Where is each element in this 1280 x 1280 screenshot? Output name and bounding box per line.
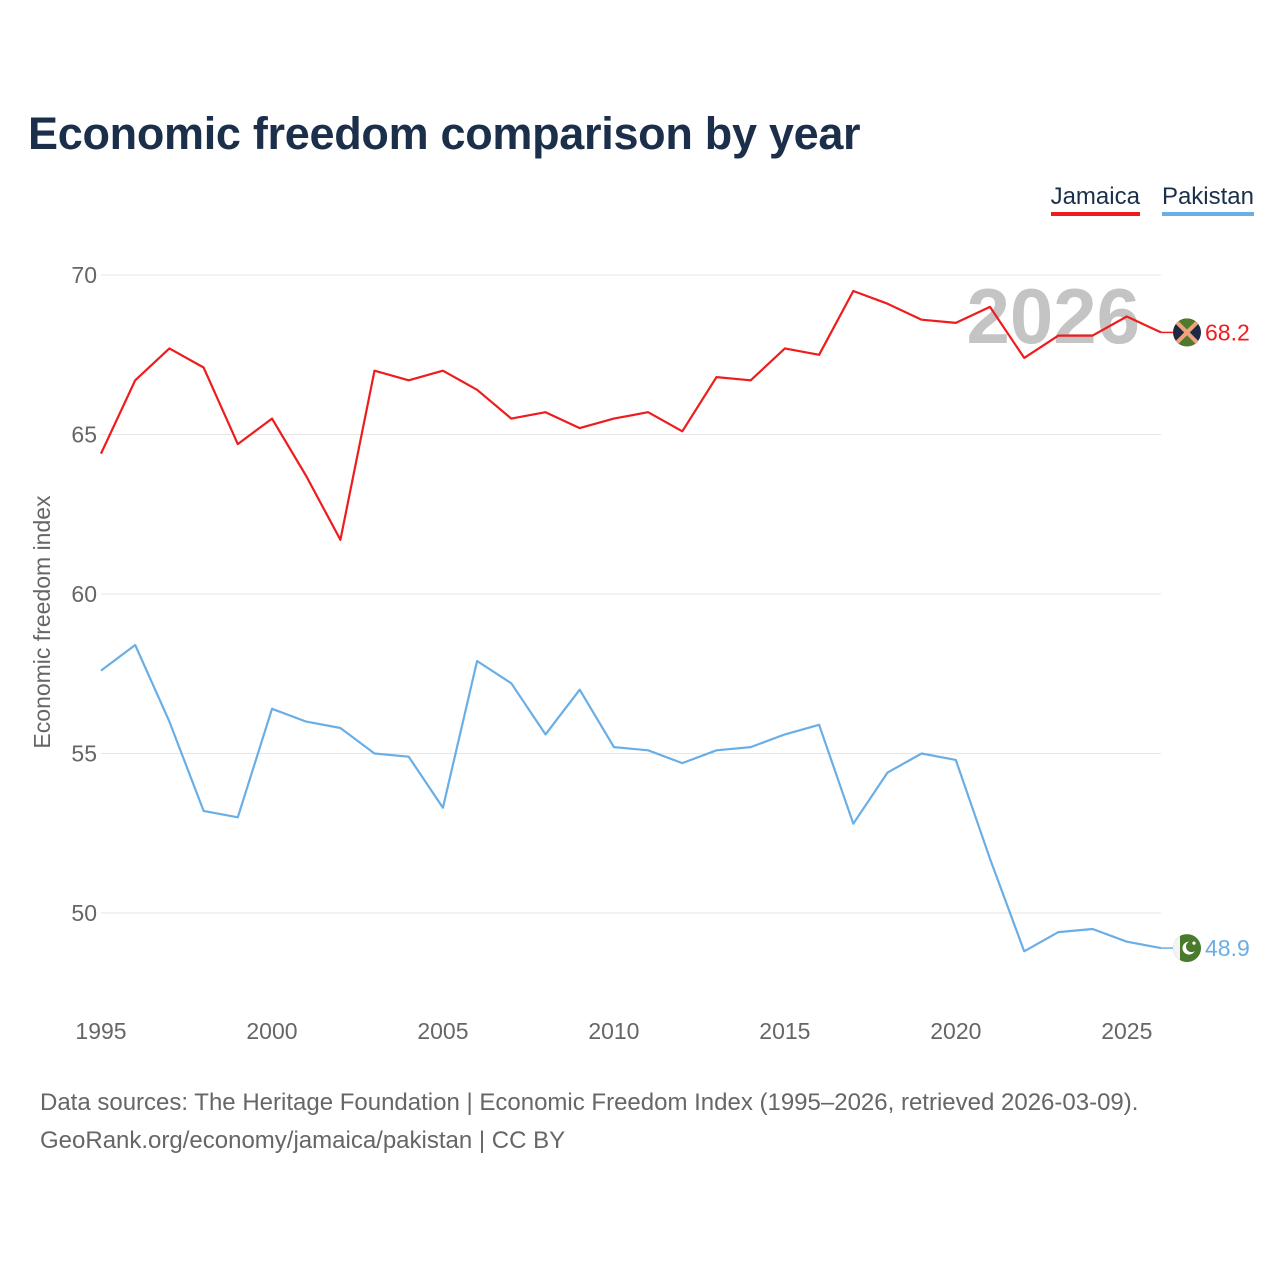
series-lines <box>100 289 1162 953</box>
x-tick-label: 2000 <box>246 1018 297 1044</box>
chart-title: Economic freedom comparison by year <box>28 108 861 159</box>
y-tick-label: 50 <box>71 900 97 926</box>
legend-item-pakistan[interactable]: Pakistan <box>1161 184 1254 216</box>
jamaica-flag-icon <box>1173 318 1201 347</box>
data-source-note: Data sources: The Heritage Foundation | … <box>40 1089 1139 1116</box>
x-tick-label: 2020 <box>930 1018 981 1044</box>
x-tick-label: 2010 <box>588 1018 639 1044</box>
y-tick-label: 70 <box>71 262 97 288</box>
chart-footer: Data sources: The Heritage Foundation | … <box>40 1084 1138 1160</box>
pakistan-flag-icon <box>1173 934 1201 963</box>
y-axis-title: Economic freedom index <box>29 495 55 749</box>
series-end-markers: 68.2 48.9 <box>1161 318 1250 963</box>
end-value-label-jamaica: 68.2 <box>1205 319 1250 345</box>
x-tick-label: 2005 <box>417 1018 468 1044</box>
chart-legend: Jamaica Pakistan <box>1050 184 1254 216</box>
grid-lines <box>101 274 1161 914</box>
x-axis-ticks: 1995 2000 2005 2010 2015 2020 2025 <box>75 1018 1152 1044</box>
x-tick-label: 2025 <box>1101 1018 1152 1044</box>
series-line-pakistan[interactable] <box>100 643 1162 953</box>
x-tick-label: 2015 <box>759 1018 810 1044</box>
x-tick-label: 1995 <box>75 1018 126 1044</box>
series-line-jamaica[interactable] <box>100 289 1162 541</box>
y-tick-label: 60 <box>71 581 97 607</box>
end-value-label-pakistan: 48.9 <box>1205 935 1250 961</box>
y-axis-ticks: 50 55 60 65 70 <box>71 262 97 926</box>
legend-item-jamaica[interactable]: Jamaica <box>1050 184 1140 216</box>
current-year-watermark: 2026 <box>966 272 1140 360</box>
source-url-license: GeoRank.org/economy/jamaica/pakistan | C… <box>40 1127 566 1154</box>
y-tick-label: 65 <box>71 422 97 448</box>
y-tick-label: 55 <box>71 741 97 767</box>
